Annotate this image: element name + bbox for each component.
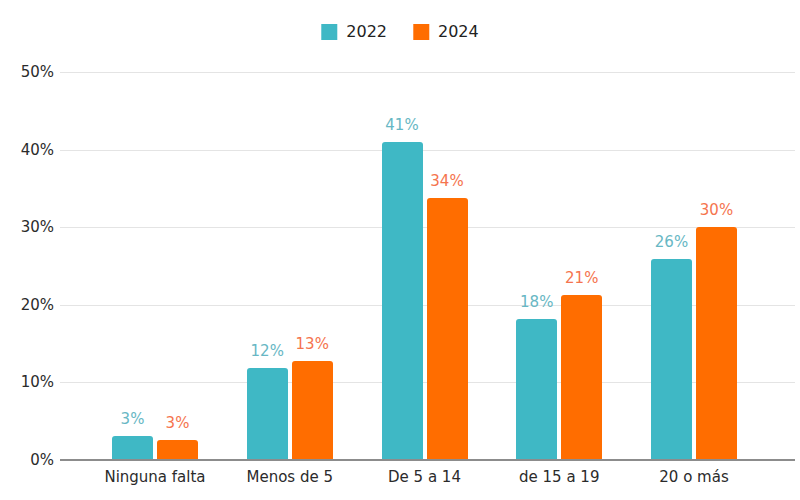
legend-item-2024: 2024 (413, 22, 479, 41)
y-axis-label: 40% (6, 141, 54, 159)
x-axis-label: de 15 a 19 (489, 468, 629, 487)
x-axis-label: Menos de 5 (220, 468, 360, 487)
legend-item-2022: 2022 (321, 22, 387, 41)
y-axis-label: 10% (6, 373, 54, 391)
x-axis-line (60, 459, 795, 461)
bar-value-label: 30% (687, 201, 747, 219)
legend: 2022 2024 (321, 22, 478, 41)
bar-2022-5 (651, 259, 692, 460)
y-axis-label: 50% (6, 63, 54, 81)
x-axis-label: 20 o más (624, 468, 764, 487)
bar-2024-5 (696, 227, 737, 460)
bar-2022-1 (112, 436, 153, 460)
bar-2024-1 (157, 440, 198, 460)
bar-2024-2 (292, 361, 333, 460)
legend-swatch-2022 (321, 24, 337, 40)
y-axis-label: 20% (6, 296, 54, 314)
y-axis-label: 0% (6, 451, 54, 469)
legend-swatch-2024 (413, 24, 429, 40)
bar-value-label: 18% (507, 293, 567, 311)
bar-value-label: 41% (372, 116, 432, 134)
bar-2022-4 (516, 319, 557, 460)
gridline (60, 150, 795, 151)
bar-value-label: 21% (552, 269, 612, 287)
gridline (60, 72, 795, 73)
x-axis-label: Ninguna falta (85, 468, 225, 487)
bar-value-label: 34% (417, 172, 477, 190)
bar-value-label: 3% (148, 414, 208, 432)
bar-2024-3 (427, 198, 468, 460)
bar-2024-4 (561, 295, 602, 460)
bar-2022-2 (247, 368, 288, 460)
legend-label: 2022 (346, 22, 387, 41)
legend-label: 2024 (438, 22, 479, 41)
bar-value-label: 13% (282, 335, 342, 353)
bar-chart: 20222024 0%10%20%30%40%50%3%3%Ninguna fa… (0, 0, 800, 500)
x-axis-label: De 5 a 14 (355, 468, 495, 487)
bar-value-label: 26% (642, 233, 702, 251)
y-axis-label: 30% (6, 218, 54, 236)
